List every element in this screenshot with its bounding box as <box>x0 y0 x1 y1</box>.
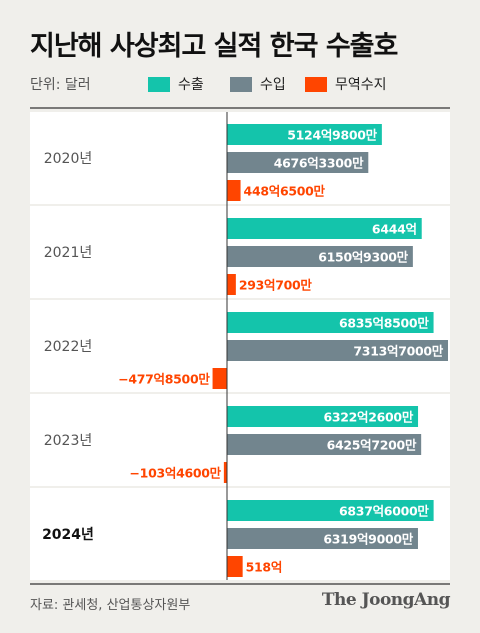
category-label: 2022년 <box>44 339 93 355</box>
data-label-balance: 293억700만 <box>239 278 313 293</box>
bar-export <box>227 406 419 427</box>
legend-label-import: 수입 <box>260 77 286 93</box>
data-label-import: 7313억7000만 <box>353 344 443 359</box>
data-label-balance: 518억 <box>246 560 282 575</box>
data-label-import: 6150억9300만 <box>318 250 408 265</box>
category-label: 2021년 <box>44 245 93 261</box>
bar-balance <box>223 462 227 483</box>
legend-label-balance: 무역수지 <box>335 77 387 93</box>
category-label: 2024년 <box>42 527 94 543</box>
data-label-import: 4676억3300만 <box>274 156 364 171</box>
legend-swatch-export <box>148 76 170 92</box>
data-label-export: 5124억9800만 <box>287 128 377 143</box>
bar-import <box>227 528 418 549</box>
legend-label-export: 수출 <box>178 77 204 93</box>
bar-balance <box>227 274 236 295</box>
bar-import <box>227 246 413 267</box>
data-label-export: 6444억 <box>372 222 417 237</box>
source-note: 자료: 관세청, 산업통상자원부 <box>30 598 191 613</box>
legend: 수출 수입 무역수지 <box>0 74 480 94</box>
category-label: 2023년 <box>44 433 93 449</box>
data-label-export: 6835억8500만 <box>339 316 429 331</box>
bar-balance <box>212 368 227 389</box>
data-label-export: 6322억2600만 <box>323 410 413 425</box>
unit-label: 단위: 달러 <box>30 77 91 93</box>
publisher-logo: The JoongAng <box>321 590 451 610</box>
bar-export <box>227 312 434 333</box>
bar-balance <box>227 556 243 577</box>
bar-import <box>227 340 448 361</box>
chart-title: 지난해 사상최고 실적 한국 수출호 <box>30 31 398 62</box>
data-label-export: 6837억6000만 <box>339 504 429 519</box>
legend-swatch-balance <box>305 76 327 92</box>
legend-item-import: 수입 <box>230 74 286 94</box>
bar-export <box>227 500 434 521</box>
data-label-balance: −477억8500만 <box>118 372 210 387</box>
data-label-balance: 448억6500만 <box>244 184 326 199</box>
data-label-import: 6425억7200만 <box>327 438 417 453</box>
data-label-balance: −103억4600만 <box>130 466 222 481</box>
data-label-import: 6319억9000만 <box>323 532 413 547</box>
bar-export <box>227 218 422 239</box>
bar-balance <box>227 180 241 201</box>
legend-item-balance: 무역수지 <box>305 74 387 94</box>
bar-import <box>227 434 422 455</box>
bar-export <box>227 124 382 145</box>
bar-import <box>227 152 369 173</box>
legend-item-export: 수출 <box>148 74 204 94</box>
category-label: 2020년 <box>44 151 93 167</box>
legend-swatch-import <box>230 76 252 92</box>
